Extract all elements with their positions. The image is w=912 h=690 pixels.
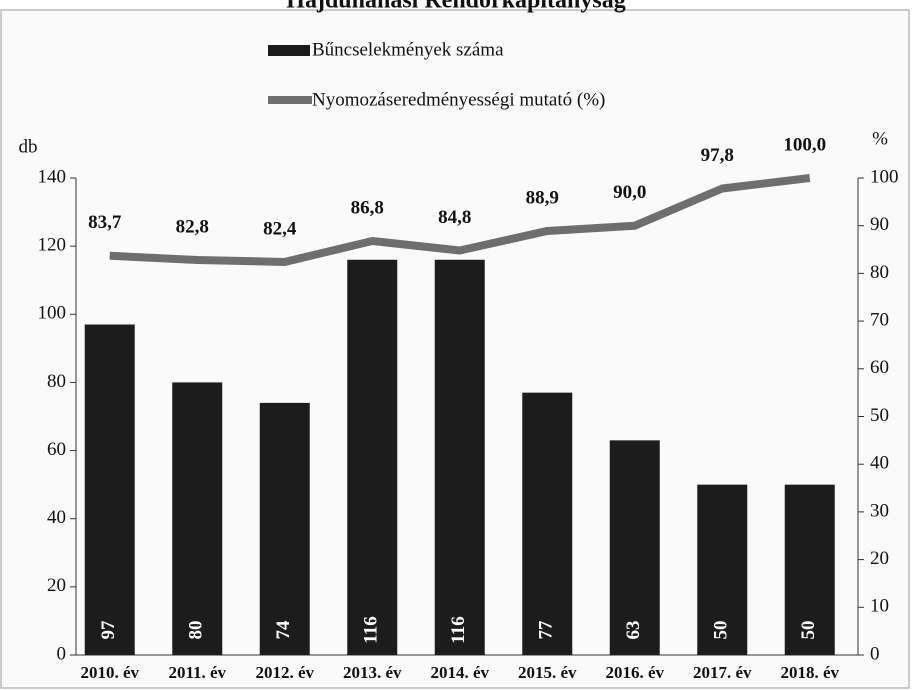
legend-label: Bűncselekmények száma [312,39,504,60]
legend-swatch [268,45,310,56]
bar-value-label: 77 [536,620,557,640]
y2-tick-label: 70 [870,309,889,330]
bar [172,382,223,655]
y2-tick-label: 0 [870,643,880,664]
line-value-label: 97,8 [701,145,734,166]
bar [434,259,485,655]
line-value-label: 83,7 [88,212,122,233]
bar [84,324,135,655]
y-tick-label: 20 [47,575,66,596]
y2-tick-label: 100 [870,166,899,187]
bar-value-label: 116 [448,616,469,643]
y-tick-label: 120 [38,235,67,256]
y-tick-label: 0 [57,643,67,664]
bar-value-label: 50 [798,621,819,640]
y2-tick-label: 30 [870,500,889,521]
bar [347,259,398,655]
x-tick-label: 2016. év [605,663,664,682]
x-tick-label: 2018. év [780,663,839,682]
x-tick-label: 2017. év [693,663,752,682]
bar [522,392,573,655]
x-tick-label: 2014. év [430,663,489,682]
y2-axis-label: % [872,128,888,149]
y-tick-label: 100 [38,303,67,324]
bar [609,440,660,655]
bar-value-label: 80 [186,621,207,640]
legend-label: Nyomozáseredményességi mutató (%) [312,89,605,110]
bar [259,402,310,655]
line-value-label: 82,8 [176,216,209,237]
line [109,174,811,266]
bar [784,484,835,655]
y2-tick-label: 90 [870,214,889,235]
bar-value-label: 63 [623,621,644,640]
y-tick-label: 40 [47,507,66,528]
bar-value-label: 50 [711,621,732,640]
x-tick-label: 2013. év [343,663,402,682]
line-value-label: 86,8 [351,197,384,218]
line-value-label: 84,8 [438,207,471,228]
x-tick-label: 2012. év [255,663,314,682]
y-tick-label: 80 [47,371,66,392]
x-tick-label: 2011. év [168,663,226,682]
line-value-label: 88,9 [526,187,559,208]
line-value-label: 90,0 [613,182,646,203]
bar [697,484,748,655]
x-tick-label: 2015. év [518,663,577,682]
bar-value-label: 97 [98,620,119,640]
y2-tick-label: 20 [870,548,889,569]
y2-tick-label: 60 [870,357,889,378]
y2-tick-label: 40 [870,453,889,474]
y2-tick-label: 50 [870,405,889,426]
y-tick-label: 60 [47,439,66,460]
bar-value-label: 74 [273,620,294,640]
y2-tick-label: 10 [870,596,889,617]
y-axis-label: db [19,136,38,157]
line-value-label: 100,0 [783,134,826,155]
line-value-label: 82,4 [263,218,297,239]
bar-value-label: 116 [361,616,382,643]
chart-title: Hajdúnánási Rendőrkapitányság [286,0,625,14]
x-tick-label: 2010. év [80,663,139,682]
y-tick-label: 140 [38,166,67,187]
y2-tick-label: 80 [870,262,889,283]
